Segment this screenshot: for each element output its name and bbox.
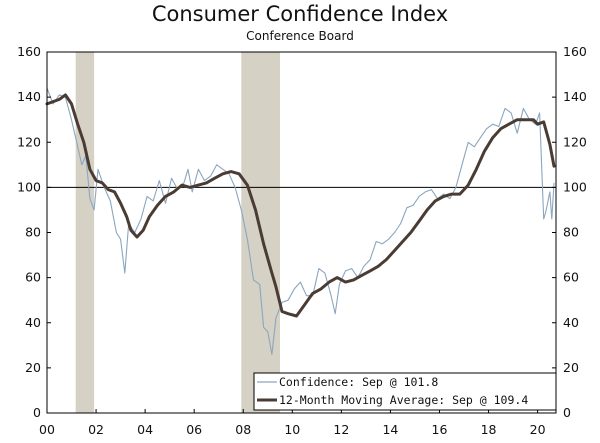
series-line-confidence xyxy=(46,87,555,355)
legend: Confidence: Sep @ 101.8 12-Month Moving … xyxy=(253,372,557,411)
series-layer xyxy=(45,87,556,355)
x-tick-label: 00 xyxy=(39,422,55,437)
legend-label-confidence: Confidence: Sep @ 101.8 xyxy=(279,375,438,389)
y-tick-label-right: 100 xyxy=(563,179,587,194)
y-tick-label-right: 20 xyxy=(563,360,579,375)
x-tick-label: 08 xyxy=(235,422,251,437)
y-tick-label-left: 140 xyxy=(17,89,41,104)
x-tick-label: 06 xyxy=(186,422,202,437)
x-tick-label: 04 xyxy=(137,422,153,437)
y-tick-label-left: 0 xyxy=(33,405,41,420)
series-line-moving-average xyxy=(45,93,556,318)
y-tick-label-right: 40 xyxy=(563,315,579,330)
legend-box xyxy=(253,372,557,411)
y-tick-label-right: 0 xyxy=(563,405,571,420)
y-tick-label-left: 120 xyxy=(17,134,41,149)
legend-label-moving-average: 12-Month Moving Average: Sep @ 109.4 xyxy=(279,393,528,407)
x-tick-label: 18 xyxy=(481,422,497,437)
y-tick-label-left: 80 xyxy=(25,225,41,240)
y-tick-label-right: 80 xyxy=(563,225,579,240)
x-tick-label: 02 xyxy=(88,422,104,437)
y-tick-label-left: 160 xyxy=(17,44,41,59)
y-tick-label-left: 40 xyxy=(25,315,41,330)
plot-frame xyxy=(46,51,557,414)
y-tick-label-left: 60 xyxy=(25,270,41,285)
x-tick-label: 16 xyxy=(432,422,448,437)
recession-band-1 xyxy=(75,52,95,413)
x-tick-label: 20 xyxy=(530,422,546,437)
x-tick-label: 14 xyxy=(382,422,398,437)
x-tick-label: 10 xyxy=(284,422,300,437)
y-tick-label-right: 60 xyxy=(563,270,579,285)
x-tick-label: 12 xyxy=(333,422,349,437)
y-tick-label-right: 160 xyxy=(563,44,587,59)
recession-shading-layer xyxy=(75,52,281,413)
y-tick-label-right: 140 xyxy=(563,89,587,104)
chart-title: Consumer Confidence Index xyxy=(151,2,449,26)
y-tick-label-left: 20 xyxy=(25,360,41,375)
y-tick-label-right: 120 xyxy=(563,134,587,149)
y-tick-label-left: 100 xyxy=(17,179,41,194)
chart-subtitle: Conference Board xyxy=(246,29,354,43)
